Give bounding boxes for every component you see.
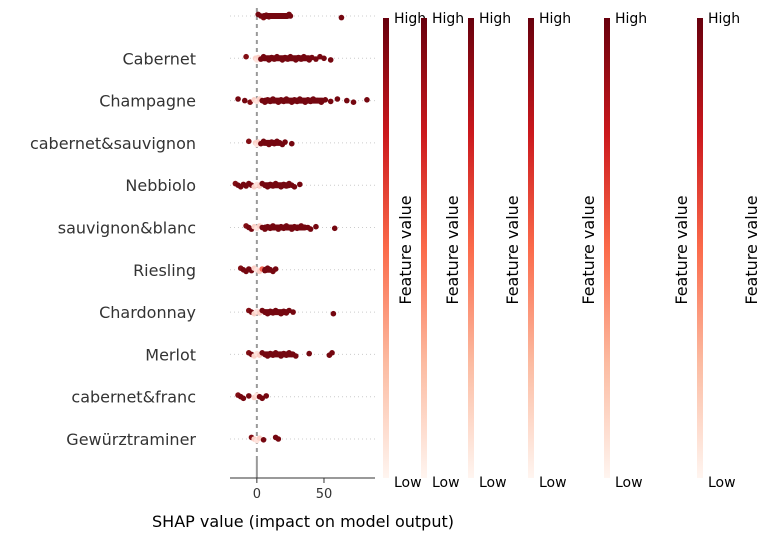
data-point — [350, 99, 357, 105]
dense-band — [260, 139, 283, 146]
feature-label: Chardonnay — [99, 303, 196, 322]
data-point — [327, 98, 334, 105]
colorbar-high-label: High — [708, 11, 740, 27]
dense-band — [262, 309, 290, 316]
data-point — [331, 225, 338, 232]
data-point — [327, 57, 334, 63]
data-point — [338, 14, 345, 21]
colorbar-axis-label: Feature value — [443, 195, 462, 304]
data-point — [297, 181, 303, 188]
colorbar-high-label: High — [479, 11, 511, 27]
data-point — [245, 138, 252, 145]
data-point — [334, 96, 341, 102]
feature-label: Gewürztraminer — [66, 430, 196, 449]
colorbar-high-label: High — [432, 11, 464, 27]
data-point — [247, 99, 253, 105]
colorbars: High Low Feature value High Low Feature value… — [383, 11, 761, 491]
feature-label: cabernet&sauvignon — [30, 134, 196, 153]
data-point — [329, 350, 335, 356]
x-tick-label: 0 — [253, 487, 261, 502]
dense-band — [260, 13, 291, 19]
data-point — [307, 226, 314, 232]
x-tick-label: 50 — [316, 487, 333, 502]
feature-label: Champagne — [99, 92, 196, 111]
dense-band — [262, 266, 273, 273]
data-point — [290, 309, 296, 315]
feature-label: Riesling — [133, 261, 196, 280]
feature-label: Nebbiolo — [125, 176, 196, 195]
data-point — [282, 139, 288, 145]
colorbar-low-label: Low — [539, 475, 567, 491]
colorbar — [697, 18, 703, 478]
data-point — [291, 184, 298, 190]
x-axis-label: SHAP value (impact on model output) — [152, 512, 454, 531]
colorbar-high-label: High — [394, 11, 426, 27]
data-point — [275, 436, 282, 442]
colorbar-high-label: High — [539, 11, 571, 27]
data-point — [288, 140, 295, 147]
data-point — [313, 56, 319, 62]
data-point — [235, 96, 241, 102]
points-layer — [232, 11, 370, 444]
colorbar — [528, 18, 534, 478]
x-axis: 0 50 — [230, 477, 375, 502]
colorbar-low-label: Low — [708, 475, 736, 491]
data-point — [260, 437, 267, 443]
data-point — [344, 97, 350, 104]
data-point — [272, 266, 279, 272]
colorbar-high-label: High — [615, 11, 647, 27]
colorbar-axis-label: Feature value — [672, 195, 691, 304]
data-point — [313, 223, 319, 230]
data-point — [364, 97, 370, 103]
data-point — [321, 55, 327, 62]
dense-band — [262, 182, 292, 189]
colorbar-axis-label: Feature value — [503, 195, 522, 304]
colorbar-axis-label: Feature value — [579, 195, 598, 304]
colorbar — [421, 18, 427, 478]
colorbar-low-label: Low — [479, 475, 507, 491]
feature-labels: Cabernet Champagne cabernet&sauvignon Nebbi… — [30, 49, 196, 449]
feature-label: Cabernet — [122, 49, 196, 68]
data-point — [259, 395, 266, 402]
dense-band — [260, 55, 312, 62]
colorbar-low-label: Low — [394, 475, 422, 491]
feature-label: cabernet&franc — [71, 388, 196, 407]
data-point — [245, 393, 252, 399]
colorbar-low-label: Low — [615, 475, 643, 491]
colorbar-low-label: Low — [432, 475, 460, 491]
data-point — [330, 310, 337, 317]
data-point — [306, 350, 313, 357]
feature-label: Merlot — [145, 345, 196, 364]
colorbar — [604, 18, 610, 478]
colorbar — [383, 18, 389, 478]
data-point — [263, 393, 270, 399]
dense-band — [262, 224, 308, 231]
dense-band — [262, 97, 326, 104]
data-point — [241, 97, 248, 104]
feature-label: sauvignon&blanc — [58, 219, 196, 238]
colorbar — [468, 18, 474, 478]
colorbar-axis-label: Feature value — [396, 195, 415, 304]
data-point — [240, 395, 247, 402]
colorbar-axis-label: Feature value — [742, 195, 761, 304]
data-point — [243, 53, 249, 60]
dense-band — [262, 351, 296, 358]
